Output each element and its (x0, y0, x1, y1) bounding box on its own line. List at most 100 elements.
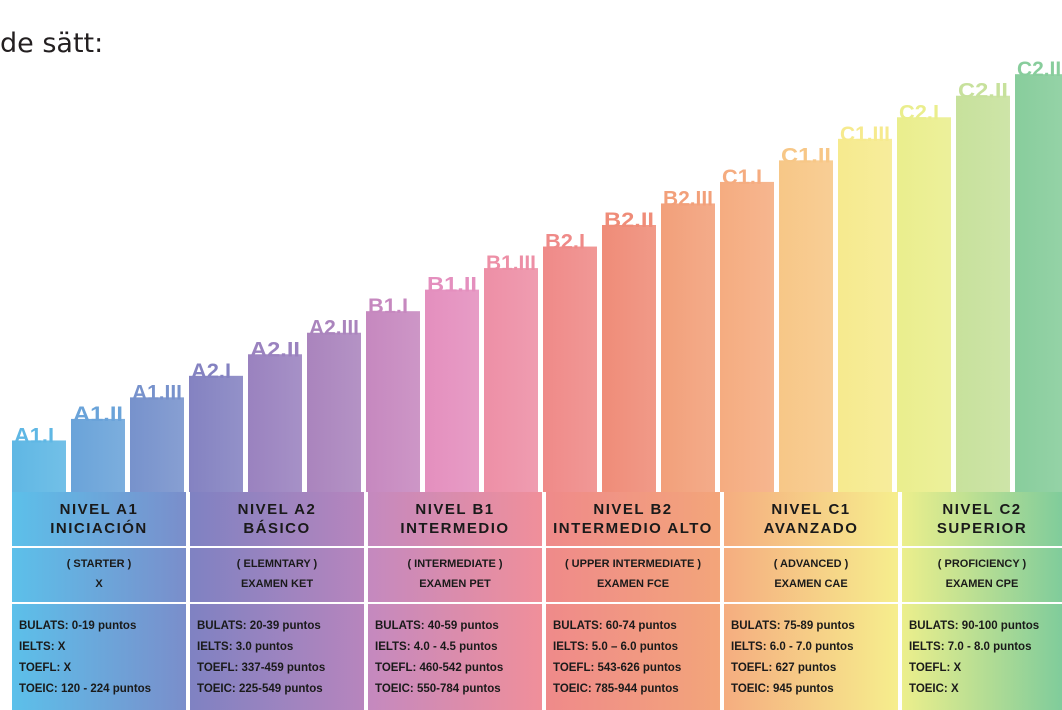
bar-label-c1-ii: C1.II (781, 144, 831, 167)
level-label: BÁSICO (243, 520, 311, 537)
score-toefl: TOEFL: X (19, 662, 72, 674)
band-divider (368, 546, 542, 548)
level-title: NIVEL B1 INTERMEDIO (368, 492, 542, 546)
level-bands: NIVEL A1 INICIACIÓN ( STARTER ) X BULATS… (12, 492, 1062, 710)
band-divider (368, 602, 542, 604)
level-scores: BULATS: 40-59 puntos IELTS: 4.0 - 4.5 pu… (375, 616, 540, 700)
score-ielts: IELTS: 7.0 - 8.0 puntos (909, 641, 1032, 653)
score-bulats: BULATS: 0-19 puntos (19, 620, 137, 632)
level-exam: EXAMEN CAE (774, 578, 848, 590)
band-a2: NIVEL A2 BÁSICO ( ELEMNTARY ) EXAMEN KET… (190, 492, 364, 710)
level-title: NIVEL B2 INTERMEDIO ALTO (546, 492, 720, 546)
bar-label-c1-iii: C1.III (840, 123, 890, 146)
level-english-name: ( ELEMNTARY ) (236, 558, 318, 570)
level-scores: BULATS: 60-74 puntos IELTS: 5.0 – 6.0 pu… (553, 616, 718, 700)
level-title: NIVEL C1 AVANZADO (724, 492, 898, 546)
bar-c2-ii (956, 95, 1010, 492)
band-divider (546, 602, 720, 604)
bar-c1-iii (838, 138, 892, 492)
bar-a1-i (12, 440, 66, 492)
band-divider (12, 602, 186, 604)
bar-label-b2-ii: B2.II (604, 209, 654, 232)
band-divider (190, 546, 364, 548)
bar-a1-ii (71, 418, 125, 492)
bar-label-b1-ii: B1.II (427, 274, 477, 297)
level-title: NIVEL C2 SUPERIOR (902, 492, 1062, 546)
level-name: NIVEL B2 (593, 501, 673, 518)
bar-c1-ii (779, 160, 833, 492)
bar-label-c2-ii: C2.II (958, 80, 1008, 103)
bar-label-a2-iii: A2.III (309, 317, 359, 340)
band-divider (902, 546, 1062, 548)
score-bulats: BULATS: 40-59 puntos (375, 620, 499, 632)
score-ielts: IELTS: 6.0 - 7.0 puntos (731, 641, 854, 653)
band-c2: NIVEL C2 SUPERIOR ( PROFICIENCY ) EXAMEN… (902, 492, 1062, 710)
bar-b2-iii (661, 203, 715, 492)
level-subtitle: ( UPPER INTERMEDIATE ) EXAMEN FCE (546, 548, 720, 600)
bar-c1-i (720, 181, 774, 492)
score-toeic: TOEIC: X (909, 683, 959, 695)
bar-label-b2-iii: B2.III (663, 187, 713, 210)
bar-label-c2-iii: C2.III (1017, 58, 1062, 81)
band-divider (902, 602, 1062, 604)
level-exam: EXAMEN CPE (945, 578, 1019, 590)
bar-b1-ii (425, 289, 479, 492)
level-english-name: ( PROFICIENCY ) (937, 558, 1027, 570)
level-subtitle: ( INTERMEDIATE ) EXAMEN PET (368, 548, 542, 600)
level-english-name: ( UPPER INTERMEDIATE ) (564, 558, 702, 570)
score-toeic: TOEIC: 225-549 puntos (197, 683, 323, 695)
level-subtitle: ( STARTER ) X (12, 548, 186, 600)
band-divider (546, 546, 720, 548)
band-divider (724, 602, 898, 604)
score-ielts: IELTS: 4.0 - 4.5 puntos (375, 641, 498, 653)
score-toefl: TOEFL: 543-626 puntos (553, 662, 682, 674)
bar-a2-iii (307, 332, 361, 492)
level-name: NIVEL C2 (942, 501, 1022, 518)
level-english-name: ( INTERMEDIATE ) (407, 558, 503, 570)
score-toeic: TOEIC: 785-944 puntos (553, 683, 679, 695)
score-toeic: TOEIC: 945 puntos (731, 683, 834, 695)
bar-label-c1-i: C1.I (722, 166, 762, 189)
level-name: NIVEL B1 (415, 501, 495, 518)
bar-a2-i (189, 375, 243, 492)
level-exam: EXAMEN PET (419, 578, 491, 590)
score-toefl: TOEFL: 627 puntos (731, 662, 837, 674)
level-english-name: ( ADVANCED ) (773, 558, 849, 570)
level-scores: BULATS: 0-19 puntos IELTS: X TOEFL: X TO… (19, 616, 184, 700)
level-label: AVANZADO (763, 520, 859, 537)
band-divider (724, 546, 898, 548)
band-b1: NIVEL B1 INTERMEDIO ( INTERMEDIATE ) EXA… (368, 492, 542, 710)
bar-label-a2-ii: A2.II (250, 338, 300, 361)
bar-b2-i (543, 246, 597, 492)
bar-label-b1-iii: B1.III (486, 252, 536, 275)
score-toefl: TOEFL: 460-542 puntos (375, 662, 504, 674)
level-english-name: ( STARTER ) (66, 558, 132, 570)
level-subtitle: ( PROFICIENCY ) EXAMEN CPE (902, 548, 1062, 600)
level-name: NIVEL C1 (771, 501, 851, 518)
level-subtitle: ( ELEMNTARY ) EXAMEN KET (190, 548, 364, 600)
band-c1: NIVEL C1 AVANZADO ( ADVANCED ) EXAMEN CA… (724, 492, 898, 710)
score-ielts: IELTS: 3.0 puntos (197, 641, 294, 653)
score-ielts: IELTS: X (19, 641, 66, 653)
level-label: SUPERIOR (936, 520, 1028, 537)
band-divider (190, 602, 364, 604)
score-toefl: TOEFL: 337-459 puntos (197, 662, 326, 674)
level-title: NIVEL A1 INICIACIÓN (12, 492, 186, 546)
bar-label-a2-i: A2.I (191, 360, 231, 383)
level-subtitle: ( ADVANCED ) EXAMEN CAE (724, 548, 898, 600)
level-exam: X (95, 578, 103, 590)
bar-b2-ii (602, 225, 656, 492)
level-label: INTERMEDIO ALTO (553, 520, 713, 537)
level-name: NIVEL A2 (237, 501, 317, 518)
band-b2: NIVEL B2 INTERMEDIO ALTO ( UPPER INTERME… (546, 492, 720, 710)
bar-label-b2-i: B2.I (545, 231, 585, 254)
score-toefl: TOEFL: X (909, 662, 962, 674)
score-toeic: TOEIC: 120 - 224 puntos (19, 683, 152, 695)
bar-label-a1-ii: A1.II (73, 403, 123, 426)
score-bulats: BULATS: 60-74 puntos (553, 620, 677, 632)
score-ielts: IELTS: 5.0 – 6.0 puntos (553, 641, 679, 653)
level-title: NIVEL A2 BÁSICO (190, 492, 364, 546)
score-bulats: BULATS: 20-39 puntos (197, 620, 321, 632)
intro-text: de sätt: (0, 28, 104, 59)
bar-label-c2-i: C2.I (899, 101, 939, 124)
